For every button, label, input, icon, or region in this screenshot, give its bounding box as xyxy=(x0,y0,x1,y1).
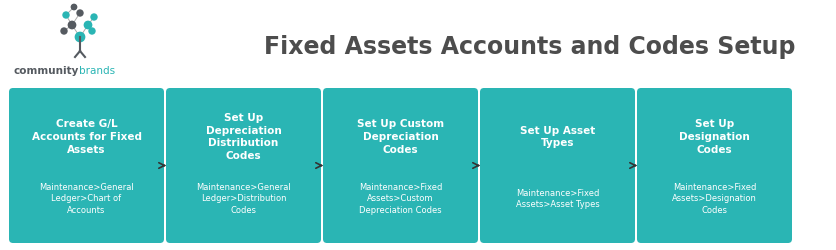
FancyBboxPatch shape xyxy=(166,89,321,243)
Text: Maintenance>General
Ledger>Chart of
Accounts: Maintenance>General Ledger>Chart of Acco… xyxy=(39,182,134,214)
FancyBboxPatch shape xyxy=(323,89,478,243)
Text: Fixed Assets Accounts and Codes Setup: Fixed Assets Accounts and Codes Setup xyxy=(264,35,796,59)
Text: Set Up
Designation
Codes: Set Up Designation Codes xyxy=(679,119,750,154)
Text: Set Up Custom
Depreciation
Codes: Set Up Custom Depreciation Codes xyxy=(357,119,444,154)
Text: Maintenance>Fixed
Assets>Designation
Codes: Maintenance>Fixed Assets>Designation Cod… xyxy=(672,182,757,214)
Circle shape xyxy=(69,22,76,30)
Circle shape xyxy=(71,5,77,10)
Text: Maintenance>Fixed
Assets>Custom
Depreciation Codes: Maintenance>Fixed Assets>Custom Deprecia… xyxy=(359,182,442,214)
Text: community: community xyxy=(13,66,79,76)
Text: Set Up
Depreciation
Distribution
Codes: Set Up Depreciation Distribution Codes xyxy=(206,112,282,161)
Circle shape xyxy=(63,13,69,19)
Text: Set Up Asset
Types: Set Up Asset Types xyxy=(520,125,595,148)
Circle shape xyxy=(91,15,97,21)
Circle shape xyxy=(77,11,83,17)
FancyBboxPatch shape xyxy=(480,89,635,243)
Text: Create G/L
Accounts for Fixed
Assets: Create G/L Accounts for Fixed Assets xyxy=(32,119,141,154)
FancyBboxPatch shape xyxy=(637,89,792,243)
Text: brands: brands xyxy=(79,66,115,76)
Circle shape xyxy=(84,22,92,30)
FancyBboxPatch shape xyxy=(9,89,164,243)
Text: *optional step: *optional step xyxy=(683,249,747,250)
Text: Maintenance>Fixed
Assets>Asset Types: Maintenance>Fixed Assets>Asset Types xyxy=(516,188,599,208)
Circle shape xyxy=(75,33,84,42)
Text: Maintenance>General
Ledger>Distribution
Codes: Maintenance>General Ledger>Distribution … xyxy=(196,182,291,214)
Circle shape xyxy=(89,29,95,35)
Circle shape xyxy=(61,29,67,35)
Text: *optional step: *optional step xyxy=(369,249,432,250)
